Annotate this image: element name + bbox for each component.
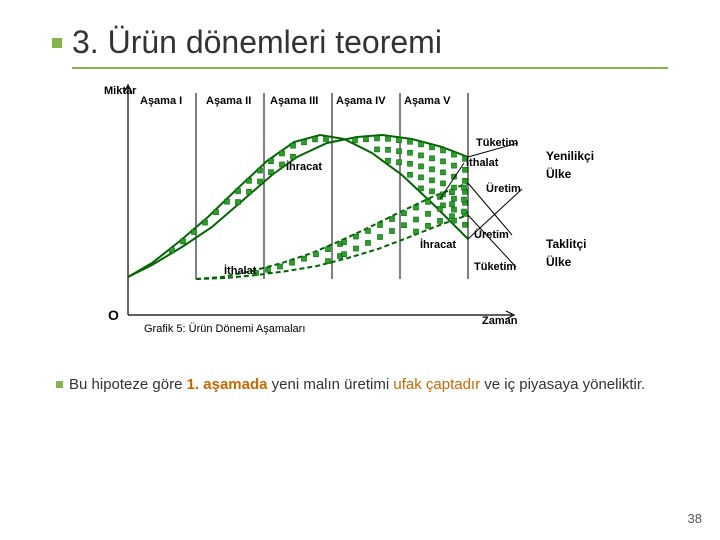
body-bullet-icon <box>56 381 63 388</box>
body-text: Bu hipoteze göre 1. aşamada yeni malın ü… <box>69 375 645 395</box>
ann-ithalat-upper: İthalat <box>466 157 498 169</box>
ann-uretim-upper: Üretim <box>486 183 521 195</box>
ann-tuketim-lower: Tüketim <box>474 261 516 273</box>
chart-container: Miktar Aşama I Aşama II Aşama III Aşama … <box>72 79 662 359</box>
slide-root: 3. Ürün dönemleri teoremi Miktar Aşama I… <box>0 0 720 540</box>
title-row: 3. Ürün dönemleri teoremi <box>52 24 668 61</box>
ann-ihracat-lower: İhracat <box>420 239 456 251</box>
body-suffix: ve iç piyasaya yöneliktir. <box>480 376 645 393</box>
ann-uretim-lower: Üretim <box>474 229 509 241</box>
legend-innovator-label: Yenilikçi <box>546 147 594 165</box>
chart-svg <box>72 79 662 359</box>
body-hl2: ufak çaptadır <box>393 376 480 393</box>
ann-ihracat-upper: İhracat <box>286 161 322 173</box>
legend-innovator-country: Ülke <box>546 165 594 183</box>
body-mid: yeni malın üretimi <box>267 376 393 393</box>
slide-title: 3. Ürün dönemleri teoremi <box>72 24 442 61</box>
legend-imitator-label: Taklitçi <box>546 235 586 253</box>
title-underline <box>72 67 668 69</box>
page-number: 38 <box>688 511 702 526</box>
chart-caption: Grafik 5: Ürün Dönemi Aşamaları <box>144 323 305 335</box>
ann-ithalat-lower: İthalat <box>224 265 256 277</box>
legend-innovator: Yenilikçi Ülke <box>546 147 594 183</box>
legend-imitator: Taklitçi Ülke <box>546 235 586 271</box>
x-axis-time-label: Zaman <box>482 315 517 327</box>
body-paragraph: Bu hipoteze göre 1. aşamada yeni malın ü… <box>56 375 668 395</box>
ann-tuketim-upper: Tüketim <box>476 137 518 149</box>
body-prefix: Bu hipoteze göre <box>69 376 187 393</box>
title-bullet-icon <box>52 38 62 48</box>
legend-imitator-country: Ülke <box>546 253 586 271</box>
body-hl1: 1. aşamada <box>187 376 268 393</box>
origin-label: O <box>108 307 119 323</box>
